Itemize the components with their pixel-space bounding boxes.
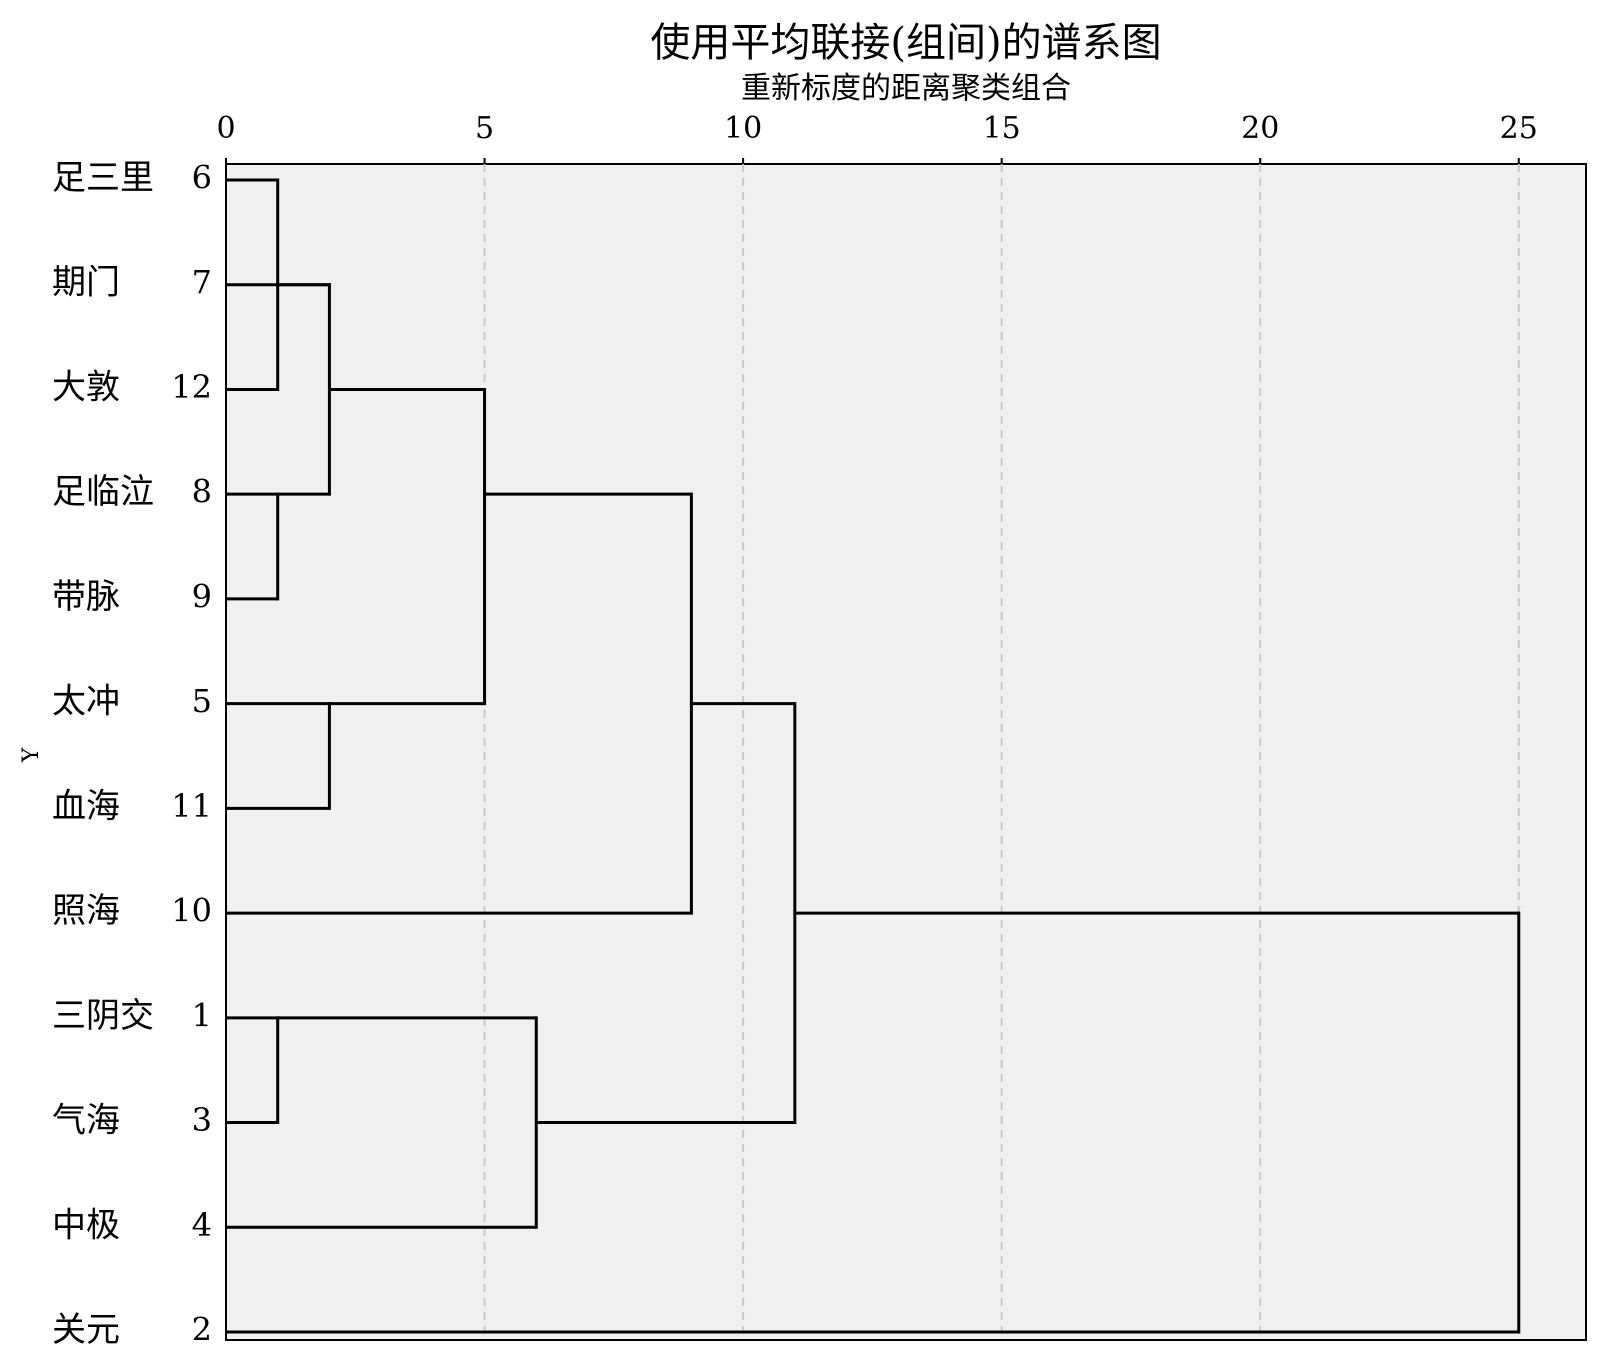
x-tick-label: 15 xyxy=(983,111,1021,146)
case-label: 4 xyxy=(192,1206,212,1244)
case-label: 10 xyxy=(171,892,212,930)
case-label: 12 xyxy=(171,368,212,406)
leaf-label: 照海 xyxy=(52,891,120,931)
case-label: 8 xyxy=(192,473,212,511)
leaf-label: 血海 xyxy=(52,786,120,826)
leaf-label: 关元 xyxy=(52,1310,120,1350)
chart-title: 使用平均联接(组间)的谱系图 xyxy=(650,20,1161,66)
leaf-label: 气海 xyxy=(52,1101,120,1141)
leaf-label: 足三里 xyxy=(52,158,154,198)
case-label: 3 xyxy=(192,1101,212,1139)
plot-area xyxy=(225,163,1587,1341)
leaf-label: 带脉 xyxy=(52,577,120,617)
case-label: 1 xyxy=(192,996,212,1034)
leaf-label: 期门 xyxy=(52,263,120,303)
leaf-label: 太冲 xyxy=(52,682,120,722)
leaf-label: 大敦 xyxy=(52,367,120,407)
x-tick-label: 0 xyxy=(216,111,235,146)
y-axis-label: Y xyxy=(19,747,44,763)
leaf-label: 足临泣 xyxy=(52,472,154,512)
x-tick-label: 5 xyxy=(475,111,494,146)
case-label: 11 xyxy=(171,787,212,825)
case-label: 2 xyxy=(192,1311,212,1349)
x-tick-label: 10 xyxy=(724,111,762,146)
case-label: 9 xyxy=(192,577,212,615)
x-tick-label: 20 xyxy=(1241,111,1279,146)
case-label: 7 xyxy=(192,263,212,301)
leaf-label: 中极 xyxy=(52,1205,120,1245)
case-label: 5 xyxy=(192,682,212,720)
x-tick-label: 25 xyxy=(1500,111,1538,146)
leaf-label: 三阴交 xyxy=(52,996,154,1036)
x-axis-label: 重新标度的距离聚类组合 xyxy=(741,71,1071,106)
case-label: 6 xyxy=(192,159,212,197)
